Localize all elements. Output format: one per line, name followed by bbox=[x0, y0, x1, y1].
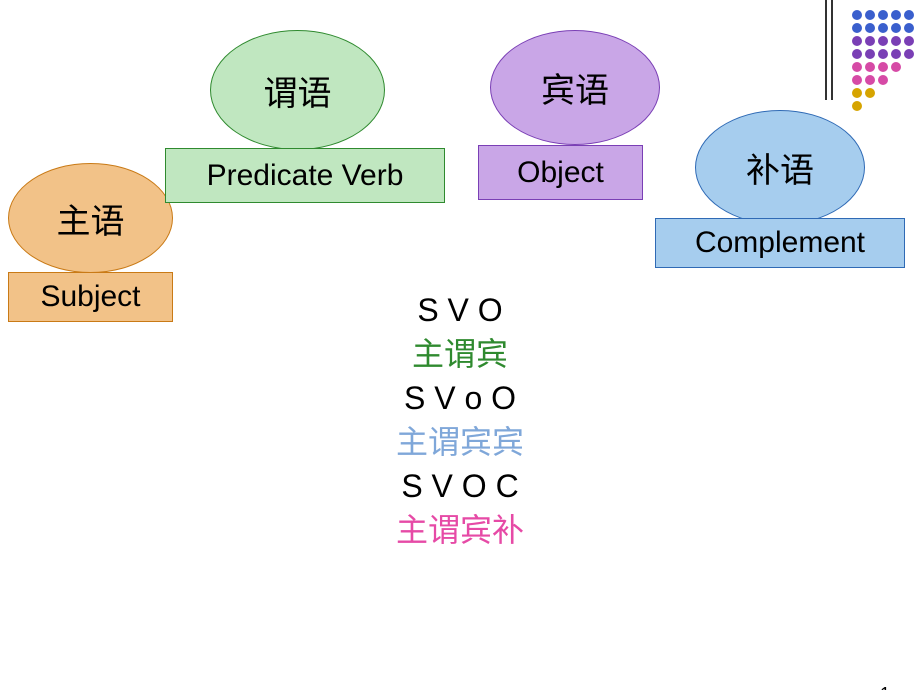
center-line: S V O C bbox=[0, 464, 920, 508]
predicate-rect: Predicate Verb bbox=[165, 148, 445, 203]
dot-icon bbox=[878, 36, 888, 46]
dot-icon bbox=[865, 49, 875, 59]
dot-icon bbox=[865, 75, 875, 85]
dot-icon bbox=[904, 36, 914, 46]
dot-icon bbox=[878, 49, 888, 59]
page-number: 1 bbox=[880, 684, 890, 690]
dot-icon bbox=[904, 10, 914, 20]
complement-rect-label: Complement bbox=[695, 226, 865, 260]
dot-icon bbox=[891, 36, 901, 46]
predicate-ellipse-label: 谓语 bbox=[264, 66, 332, 115]
center-line: 主谓宾补 bbox=[0, 508, 920, 552]
dot-icon bbox=[865, 10, 875, 20]
center-text-block: S V O主谓宾S V o O主谓宾宾S V O C主谓宾补 bbox=[0, 288, 920, 552]
object-ellipse: 宾语 bbox=[490, 30, 660, 145]
center-line: S V O bbox=[0, 288, 920, 332]
object-rect-label: Object bbox=[517, 156, 604, 190]
dot-icon bbox=[891, 62, 901, 72]
dot-icon bbox=[891, 10, 901, 20]
object-rect: Object bbox=[478, 145, 643, 200]
subject-ellipse-label: 主语 bbox=[57, 194, 125, 243]
complement-rect: Complement bbox=[655, 218, 905, 268]
center-line: S V o O bbox=[0, 376, 920, 420]
dot-icon bbox=[865, 36, 875, 46]
object-ellipse-label: 宾语 bbox=[541, 63, 609, 112]
dot-icon bbox=[891, 49, 901, 59]
dot-icon bbox=[904, 49, 914, 59]
dot-icon bbox=[852, 88, 862, 98]
dot-icon bbox=[878, 62, 888, 72]
center-line: 主谓宾宾 bbox=[0, 420, 920, 464]
dot-icon bbox=[878, 75, 888, 85]
dot-icon bbox=[852, 75, 862, 85]
slide-stage: 主语 Subject 谓语 Predicate Verb 宾语 Object 补… bbox=[0, 0, 920, 690]
dot-icon bbox=[865, 23, 875, 33]
dot-icon bbox=[865, 88, 875, 98]
footer-dash: - bbox=[457, 684, 463, 690]
dot-icon bbox=[852, 62, 862, 72]
dot-icon bbox=[878, 10, 888, 20]
dot-icon bbox=[852, 36, 862, 46]
dot-icon bbox=[852, 23, 862, 33]
dot-icon bbox=[852, 10, 862, 20]
dot-icon bbox=[891, 23, 901, 33]
dot-icon bbox=[852, 49, 862, 59]
predicate-ellipse: 谓语 bbox=[210, 30, 385, 150]
complement-ellipse-label: 补语 bbox=[746, 143, 814, 192]
complement-ellipse: 补语 bbox=[695, 110, 865, 225]
predicate-rect-label: Predicate Verb bbox=[207, 159, 404, 193]
dot-icon bbox=[904, 23, 914, 33]
dot-icon bbox=[865, 62, 875, 72]
subject-ellipse: 主语 bbox=[8, 163, 173, 273]
center-line: 主谓宾 bbox=[0, 332, 920, 376]
dot-icon bbox=[878, 23, 888, 33]
dot-icon bbox=[852, 101, 862, 111]
